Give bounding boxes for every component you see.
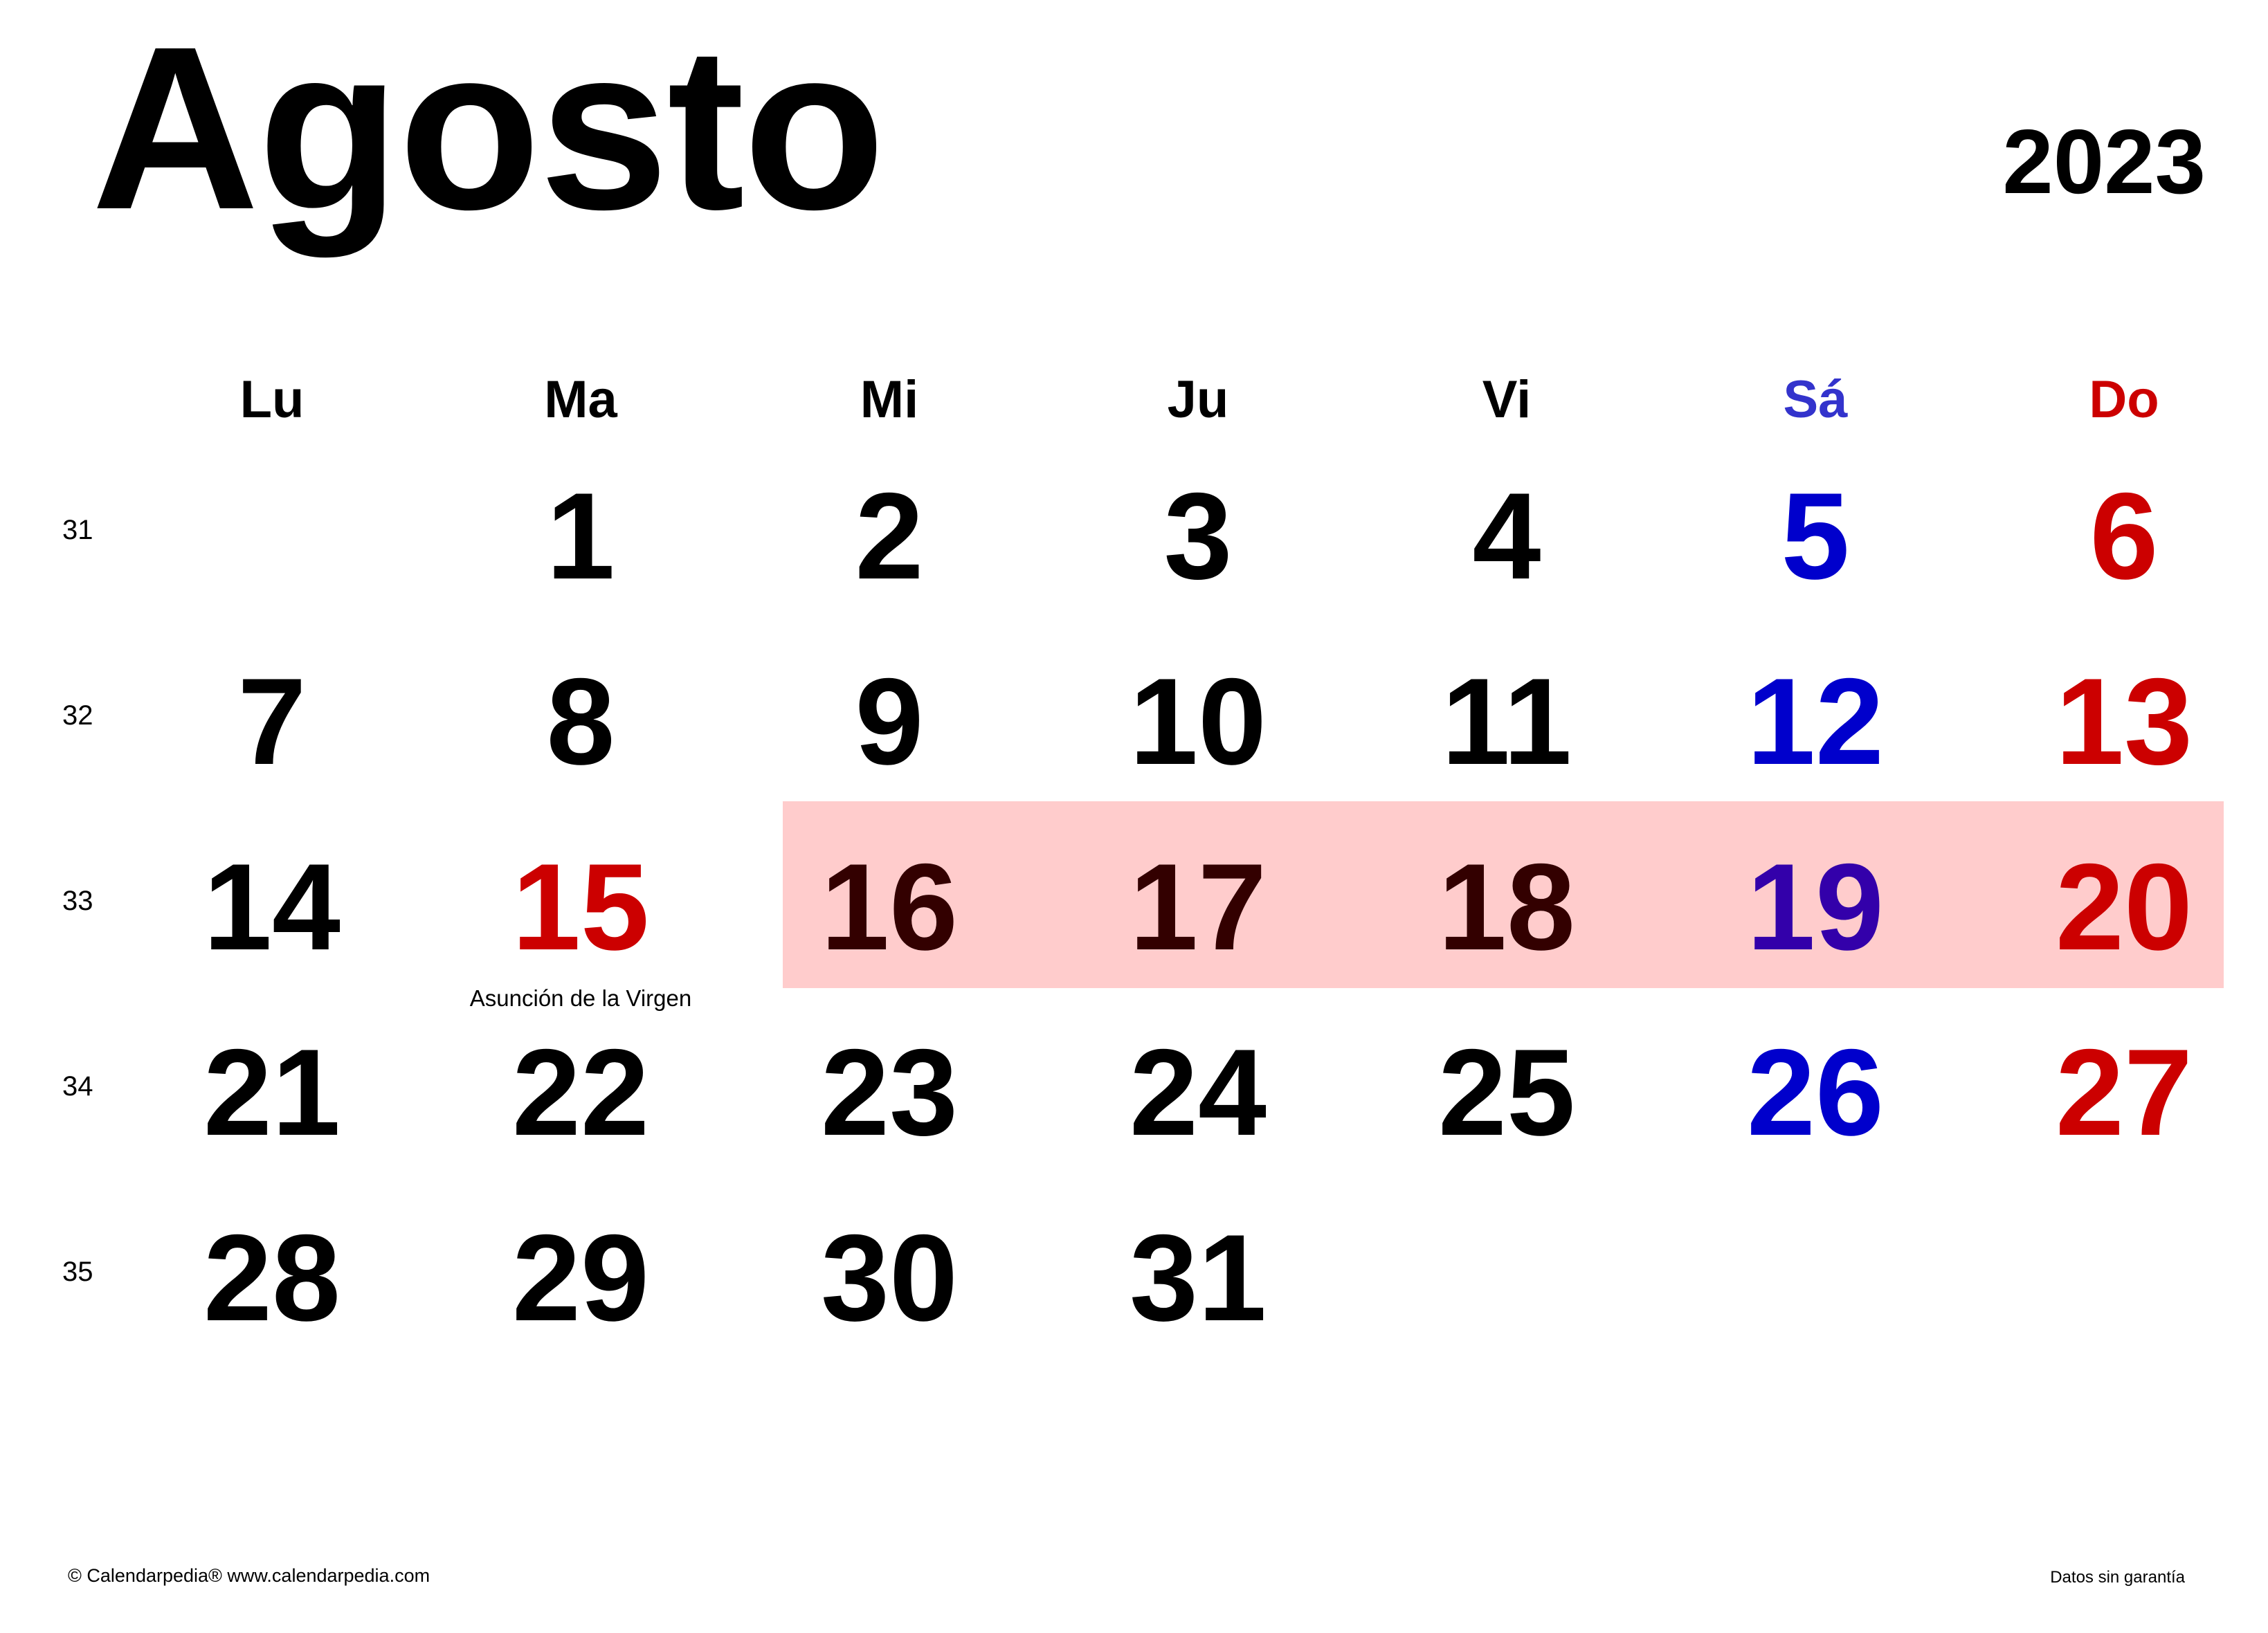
copyright-footer: © Calendarpedia® www.calendarpedia.com bbox=[68, 1565, 430, 1586]
weekday-header: Sá bbox=[1783, 370, 1848, 429]
day-cell: 21 bbox=[118, 995, 426, 1180]
day-cell: 31 bbox=[1044, 1180, 1352, 1366]
day-cell: 8 bbox=[426, 624, 735, 810]
year-label: 2023 bbox=[2002, 111, 2206, 212]
day-cell: 30 bbox=[735, 1180, 1044, 1366]
day-cell: 10 bbox=[1044, 624, 1352, 810]
day-number: 26 bbox=[1747, 1023, 1884, 1161]
holiday-label: Asunción de la Virgen bbox=[469, 985, 692, 1011]
day-number: 1 bbox=[546, 467, 615, 605]
day-cell: 28 bbox=[118, 1180, 426, 1366]
day-cell: 3 bbox=[1044, 439, 1352, 624]
day-number: 5 bbox=[1781, 467, 1850, 605]
day-cell: 4 bbox=[1352, 439, 1661, 624]
day-number: 25 bbox=[1438, 1023, 1575, 1161]
day-number: 8 bbox=[546, 653, 615, 790]
week-number: 35 bbox=[62, 1257, 93, 1287]
day-number: 3 bbox=[1163, 467, 1233, 605]
day-number: 29 bbox=[512, 1209, 649, 1347]
weekday-header: Ju bbox=[1167, 370, 1229, 429]
day-cell: 25 bbox=[1352, 995, 1661, 1180]
day-cell: 18 bbox=[1352, 810, 1661, 995]
disclaimer-footer: Datos sin garantía bbox=[2050, 1568, 2185, 1587]
day-number: 7 bbox=[237, 653, 307, 790]
day-cell: 12 bbox=[1661, 624, 1970, 810]
day-number: 28 bbox=[203, 1209, 341, 1347]
day-number: 6 bbox=[2089, 467, 2159, 605]
day-number: 22 bbox=[512, 1023, 649, 1161]
weekday-header: Ma bbox=[544, 370, 617, 429]
day-number: 17 bbox=[1130, 838, 1267, 976]
day-number: 15 bbox=[512, 838, 649, 976]
day-cell: 26 bbox=[1661, 995, 1970, 1180]
day-cell: 1 bbox=[426, 439, 735, 624]
day-number: 2 bbox=[855, 467, 924, 605]
day-cell: 27 bbox=[1970, 995, 2268, 1180]
day-number: 14 bbox=[203, 838, 341, 976]
day-cell: 7 bbox=[118, 624, 426, 810]
day-number: 4 bbox=[1472, 467, 1541, 605]
day-number: 11 bbox=[1441, 653, 1572, 790]
week-number: 31 bbox=[62, 515, 93, 545]
day-cell: 16 bbox=[735, 810, 1044, 995]
day-number: 27 bbox=[2056, 1023, 2193, 1161]
day-cell: 20 bbox=[1970, 810, 2268, 995]
week-number: 33 bbox=[62, 886, 93, 916]
day-number: 23 bbox=[821, 1023, 958, 1161]
day-number: 31 bbox=[1130, 1209, 1267, 1347]
day-cell: 17 bbox=[1044, 810, 1352, 995]
day-number: 13 bbox=[2056, 653, 2193, 790]
day-number: 30 bbox=[821, 1209, 958, 1347]
day-number: 20 bbox=[2056, 838, 2193, 976]
day-number: 12 bbox=[1747, 653, 1884, 790]
day-cell: 14 bbox=[118, 810, 426, 995]
day-number: 21 bbox=[203, 1023, 341, 1161]
day-cell bbox=[1970, 1180, 2268, 1366]
week-number: 34 bbox=[62, 1071, 93, 1102]
day-cell: 9 bbox=[735, 624, 1044, 810]
day-cell bbox=[1661, 1180, 1970, 1366]
day-number: 24 bbox=[1130, 1023, 1267, 1161]
day-cell bbox=[118, 439, 426, 624]
week-highlight bbox=[783, 801, 2224, 988]
day-cell: 5 bbox=[1661, 439, 1970, 624]
day-cell: 6 bbox=[1970, 439, 2268, 624]
day-cell: 29 bbox=[426, 1180, 735, 1366]
day-cell: 13 bbox=[1970, 624, 2268, 810]
week-number: 32 bbox=[62, 700, 93, 731]
day-cell: 22 bbox=[426, 995, 735, 1180]
day-number: 18 bbox=[1438, 838, 1575, 976]
day-number: 9 bbox=[855, 653, 924, 790]
day-cell: 2 bbox=[735, 439, 1044, 624]
day-cell: 15 Asunción de la Virgen bbox=[426, 810, 735, 1010]
day-cell: 23 bbox=[735, 995, 1044, 1180]
day-cell: 11 bbox=[1352, 624, 1661, 810]
day-number: 19 bbox=[1747, 838, 1884, 976]
month-title: Agosto bbox=[91, 0, 885, 258]
day-cell bbox=[1352, 1180, 1661, 1366]
day-number: 16 bbox=[821, 838, 958, 976]
weekday-header: Do bbox=[2089, 370, 2159, 429]
weekday-header: Lu bbox=[239, 370, 305, 429]
weekday-header: Mi bbox=[860, 370, 919, 429]
day-cell: 19 bbox=[1661, 810, 1970, 995]
day-number: 10 bbox=[1130, 653, 1267, 790]
weekday-header: Vi bbox=[1482, 370, 1532, 429]
day-cell: 24 bbox=[1044, 995, 1352, 1180]
